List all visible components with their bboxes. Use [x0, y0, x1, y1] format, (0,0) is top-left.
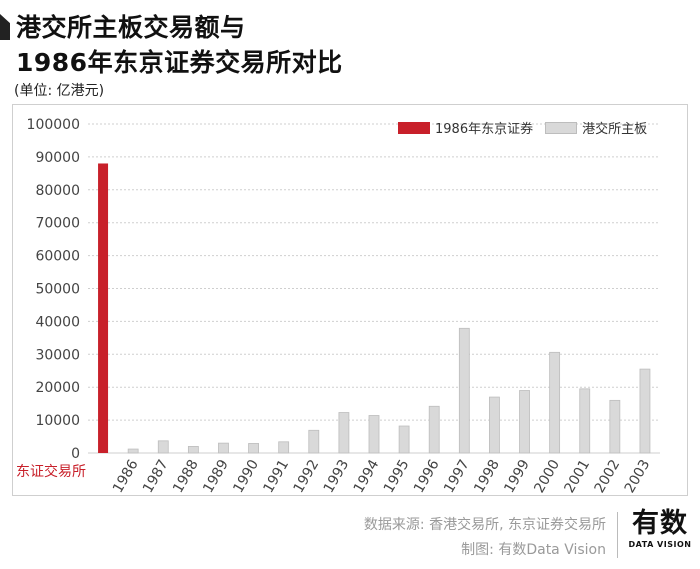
- y-tick-label: 30000: [35, 347, 80, 363]
- bar-hkex: [579, 388, 591, 454]
- bar-hkex: [368, 415, 380, 454]
- legend-item-tokyo: 1986年东京证券: [398, 118, 533, 137]
- bar-hkex: [308, 429, 320, 454]
- bar-hkex: [398, 425, 410, 454]
- y-tick-label: 70000: [35, 216, 80, 232]
- legend-swatch-hkex: [545, 121, 578, 134]
- brand-logo: 有数 DATA VISION: [627, 508, 693, 549]
- bar-hkex: [519, 390, 530, 454]
- x-tick-label-tokyo: 东证交易所: [16, 463, 86, 480]
- bar-hkex: [489, 396, 500, 454]
- y-tick-label: 20000: [35, 380, 80, 396]
- x-tick-label: 1987: [140, 457, 172, 496]
- legend-label-tokyo: 1986年东京证券: [435, 122, 534, 137]
- bar-hkex: [248, 443, 259, 454]
- x-tick-label: 2003: [622, 457, 654, 496]
- y-tick-label: 40000: [35, 314, 80, 330]
- brand-logo-en: DATA VISION: [628, 540, 692, 549]
- bar-hkex: [609, 399, 621, 454]
- bar-tokyo: [98, 163, 109, 454]
- x-tick-label: 1997: [441, 457, 473, 496]
- legend-item-hkex: 港交所主板: [545, 118, 647, 137]
- x-tick-label: 1990: [230, 457, 262, 496]
- unit-label: (单位: 亿港元): [14, 83, 105, 99]
- x-tick-label: 1992: [291, 457, 323, 496]
- x-tick-label: 1993: [321, 457, 353, 496]
- y-tick-label: 100000: [27, 117, 80, 133]
- bar-hkex: [278, 441, 290, 454]
- x-tick-label: 1994: [351, 457, 383, 496]
- bar-hkex: [458, 327, 470, 454]
- bar-hkex: [127, 448, 139, 454]
- bar-hkex: [549, 351, 561, 454]
- brand-divider: [617, 512, 618, 558]
- data-source: 数据来源: 香港交易所, 东京证券交易所: [363, 517, 606, 533]
- y-tick-label: 60000: [35, 249, 80, 265]
- x-tick-label: 1996: [411, 457, 443, 496]
- x-tick-label: 2001: [562, 457, 594, 496]
- brand-logo-cn: 有数: [632, 508, 688, 539]
- chart-title-line-1: 港交所主板交易额与: [16, 13, 246, 42]
- bar-hkex: [428, 405, 440, 454]
- y-tick-label: 0: [71, 446, 80, 462]
- bar-hkex: [639, 368, 651, 454]
- chart-credit: 制图: 有数Data Vision: [461, 542, 606, 558]
- x-tick-label: 1986: [110, 457, 142, 496]
- bar-hkex: [338, 412, 350, 454]
- x-tick-label: 2002: [592, 457, 624, 496]
- bar-hkex: [187, 446, 199, 454]
- x-tick-label: 1988: [170, 457, 202, 496]
- legend-label-hkex: 港交所主板: [582, 122, 648, 137]
- y-tick-label: 90000: [35, 150, 80, 166]
- x-tick-label: 1989: [200, 457, 232, 496]
- chart-title-line-2: 1986年东京证券交易所对比: [16, 48, 343, 77]
- x-tick-label: 1995: [381, 457, 413, 496]
- corner-mark: [0, 14, 10, 40]
- chart-frame: [12, 104, 688, 496]
- x-tick-label: 1999: [501, 457, 533, 496]
- x-tick-label: 1998: [471, 457, 503, 496]
- y-tick-label: 80000: [35, 183, 80, 199]
- x-tick-label: 1991: [260, 457, 292, 496]
- y-tick-label: 50000: [35, 282, 80, 298]
- legend: 1986年东京证券 港交所主板: [398, 118, 659, 137]
- y-tick-label: 10000: [35, 413, 80, 429]
- legend-swatch-tokyo: [398, 121, 430, 134]
- x-tick-label: 2000: [531, 457, 563, 496]
- bar-hkex: [218, 442, 229, 454]
- bar-hkex: [157, 440, 169, 454]
